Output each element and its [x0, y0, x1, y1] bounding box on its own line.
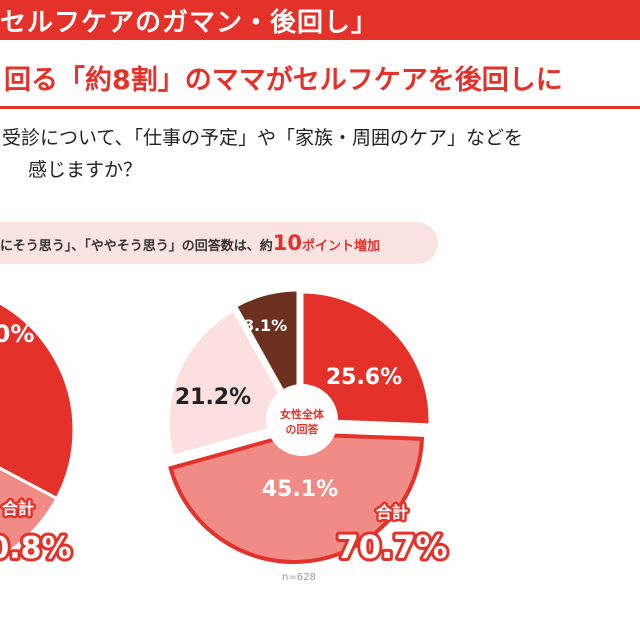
headline-text: 回る「約8割」のママがセルフケアを後回しに [4, 65, 563, 96]
left-total-value: 0.8% [0, 531, 72, 566]
banner-title: セルフケアのガマン・後回し」 [0, 8, 379, 38]
left-total-caption: 合計 [2, 499, 34, 518]
pie-center-disc [266, 384, 338, 456]
left-pie-label: 0% [0, 320, 34, 348]
left-pie-slice-1 [0, 301, 76, 501]
pie-slice-1 [300, 290, 432, 427]
pie-slice-4 [233, 288, 300, 424]
pie-slice-label-4: 8.1% [243, 316, 287, 335]
center-label-line-1: 女性全体 [280, 407, 325, 421]
question-line-1: 受診について、「仕事の予定」や「家族・周囲のケア」などを [2, 127, 523, 149]
header-banner: セルフケアのガマン・後回し」 [0, 0, 640, 40]
callout-number: 10 [272, 231, 302, 255]
pie-slice-3 [166, 308, 299, 459]
question-text: 受診について、「仕事の予定」や「家族・周囲のケア」などを 感じますか？ [2, 122, 523, 186]
callout-banner: にそう思う」、「ややそう思う」の回答数は、約10ポイント増加 [0, 222, 438, 264]
callout-part-2: ポイント増加 [301, 239, 380, 254]
left-pie-slice-2 [0, 466, 59, 559]
headline-rule [0, 106, 640, 109]
pie-slice-label-2: 45.1% [262, 477, 338, 502]
callout-text: にそう思う」、「ややそう思う」の回答数は、約10ポイント増加 [0, 231, 380, 255]
center-label-line-2: の回答 [286, 422, 320, 436]
pie-slice-label-1: 25.6% [326, 365, 402, 390]
question-line-2: 感じますか？ [28, 159, 143, 181]
pie-slice-label-3: 21.2% [175, 385, 251, 410]
pie-slice-2 [168, 431, 424, 565]
headline: 回る「約8割」のママがセルフケアを後回しに [0, 42, 640, 110]
sample-size-note: n=628 [282, 572, 316, 583]
callout-part-1: にそう思う」、「ややそう思う」の回答数は、約 [0, 239, 273, 254]
right-total-value: 70.7% [336, 528, 447, 566]
right-total-caption: 合計 [376, 503, 408, 522]
